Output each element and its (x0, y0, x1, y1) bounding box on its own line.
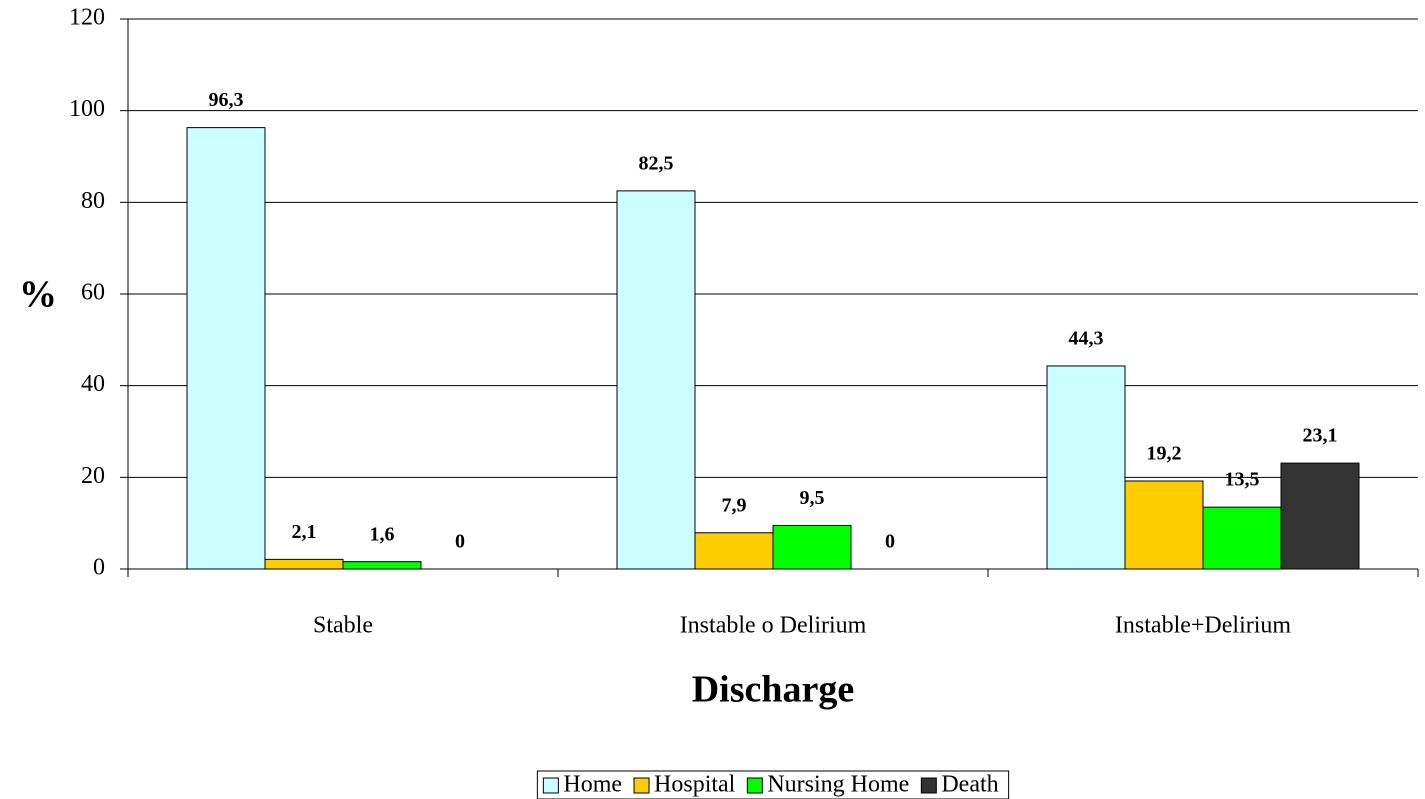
x-axis-label: Discharge (692, 669, 855, 711)
legend-label: Death (941, 772, 998, 798)
bar (616, 190, 696, 570)
x-tick-label: Stable (313, 613, 373, 639)
legend-swatch (633, 777, 650, 794)
data-label: 7,9 (722, 494, 747, 516)
data-label: 9,5 (800, 487, 825, 509)
data-label: 96,3 (209, 89, 244, 111)
legend: Home Hospital Nursing Home Death (536, 770, 1010, 799)
bar (694, 532, 774, 570)
y-tick-label: 40 (81, 371, 105, 397)
legend-label: Home (563, 772, 622, 798)
data-label: 1,6 (370, 523, 395, 545)
legend-swatch (746, 777, 763, 794)
data-label: 19,2 (1147, 443, 1182, 465)
legend-label: Nursing Home (767, 772, 909, 798)
bar (1280, 462, 1360, 570)
bar (1202, 506, 1282, 570)
x-tick-label: Instable o Delirium (680, 613, 867, 639)
y-tick-label: 60 (81, 280, 105, 306)
y-tick-label: 120 (69, 5, 105, 31)
bar (1124, 480, 1204, 570)
data-label: 82,5 (639, 152, 674, 174)
y-axis-label: % (19, 274, 57, 316)
y-tick-label: 0 (93, 555, 105, 581)
legend-label: Hospital (654, 772, 736, 798)
legend-swatch (542, 777, 559, 794)
data-label: 0 (885, 531, 895, 553)
data-label: 0 (455, 531, 465, 553)
x-tick-label: Instable+Delirium (1115, 613, 1291, 639)
bar (1046, 365, 1126, 570)
data-label: 13,5 (1225, 469, 1260, 491)
legend-swatch (920, 777, 937, 794)
data-label: 2,1 (292, 521, 317, 543)
data-label: 44,3 (1069, 328, 1104, 350)
y-tick-label: 100 (69, 96, 105, 122)
bar (264, 558, 344, 570)
y-tick-label: 80 (81, 188, 105, 214)
y-tick-label: 20 (81, 463, 105, 489)
bar (186, 127, 266, 570)
data-label: 23,1 (1303, 425, 1338, 447)
bar (772, 524, 852, 570)
bar (342, 561, 422, 570)
